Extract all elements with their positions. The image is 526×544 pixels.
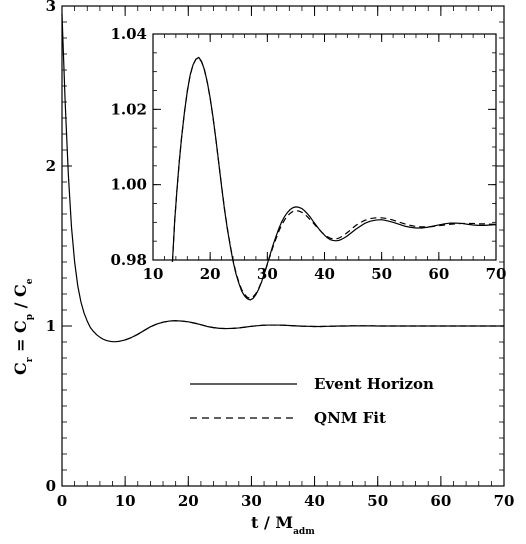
x-tick-label: 70	[486, 265, 507, 283]
y-tick-label: 1	[46, 317, 56, 335]
y-label-c: C	[11, 362, 30, 375]
series-line-event-horizon	[171, 56, 497, 301]
legend: Event Horizon QNM Fit	[190, 375, 434, 427]
x-axis-label: t / Madm	[251, 513, 315, 537]
x-tick-label: 10	[143, 265, 164, 283]
y-tick-label: 1.04	[110, 25, 147, 43]
x-tick-label: 20	[178, 492, 199, 510]
y-tick-label: 1.00	[110, 176, 147, 194]
x-axis-label-subscript: adm	[293, 527, 315, 537]
x-tick-label: 40	[314, 265, 335, 283]
y-label-eq-c: = C	[11, 320, 30, 357]
y-axis-label: Cr = Cp / Ce	[11, 278, 35, 375]
inset-chart: 10 20 30 40 50 60 70 0.98 1.00 1.02 1.04	[110, 25, 506, 301]
x-tick-label: 50	[371, 265, 392, 283]
inset-series-lines	[171, 56, 497, 301]
x-tick-label: 60	[430, 492, 451, 510]
x-tick-label: 30	[257, 265, 278, 283]
legend-label-event-horizon: Event Horizon	[314, 375, 434, 393]
x-tick-label: 40	[304, 492, 325, 510]
x-tick-label: 0	[57, 492, 67, 510]
x-axis-label-main: t / M	[251, 513, 293, 532]
main-tick-labels: 0 10 20 30 40 50 60 70 0 1 2 3	[46, 0, 515, 510]
series-line-qnm-fit	[171, 57, 496, 300]
x-tick-label: 30	[241, 492, 262, 510]
y-label-div-c: / C	[11, 284, 30, 314]
y-tick-label: 2	[46, 157, 56, 175]
y-label-sub-e: e	[25, 278, 35, 284]
x-tick-label: 10	[115, 492, 136, 510]
x-tick-label: 20	[200, 265, 221, 283]
x-tick-label: 50	[367, 492, 388, 510]
inset-background	[153, 34, 496, 260]
inset-axis-ticks	[152, 33, 497, 261]
y-label-sub-r: r	[25, 357, 35, 362]
series-line-event-horizon	[61, 13, 504, 343]
series-line-qnm-fit	[124, 320, 504, 341]
legend-label-qnm-fit: QNM Fit	[314, 409, 386, 427]
y-tick-label: 1.02	[110, 100, 147, 118]
x-tick-label: 70	[494, 492, 515, 510]
x-tick-label: 60	[428, 265, 449, 283]
y-tick-label: 3	[46, 0, 56, 15]
y-tick-label: 0	[46, 477, 56, 495]
y-label-sub-p: p	[25, 314, 35, 320]
y-tick-label: 0.98	[110, 251, 147, 269]
main-chart: 0 10 20 30 40 50 60 70 0 1 2 3 t / Madm Cr = Cp / C…	[11, 0, 514, 537]
main-series-lines	[61, 13, 504, 343]
inset-tick-labels: 10 20 30 40 50 60 70 0.98 1.00 1.02 1.04	[110, 25, 506, 283]
